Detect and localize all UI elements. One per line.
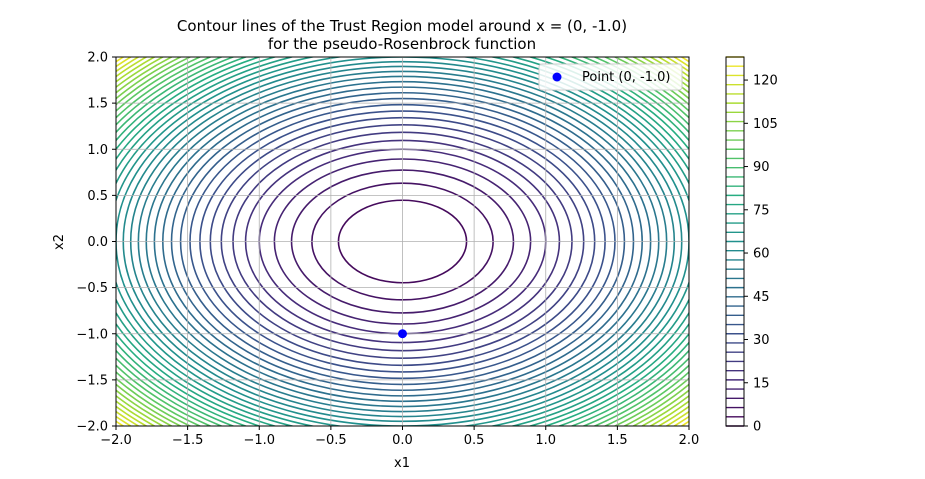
colorbar-tick-label-4: 60	[753, 247, 770, 262]
colorbar-tick-label-8: 120	[753, 74, 778, 89]
colorbar-tick-label-1: 15	[753, 376, 770, 391]
x-axis-label: x1	[394, 456, 410, 471]
legend-marker	[552, 72, 562, 82]
x-axis: −2.0 −1.5 −1.0 −0.5 0.0 0.5 1.0 1.5 2.0	[100, 426, 699, 448]
y-axis-label: x2	[52, 234, 67, 250]
legend-entry-point: Point (0, -1.0)	[582, 70, 670, 85]
x-tick-label-3: −0.5	[315, 433, 347, 448]
colorbar-tick-label-0: 0	[753, 420, 761, 435]
chart-title-group: Contour lines of the Trust Region model …	[177, 17, 627, 53]
x-tick-label-4: 0.0	[392, 433, 413, 448]
colorbar-tick-label-6: 90	[753, 160, 770, 175]
colorbar: 0 15 30 45 60 75 90 105 120	[725, 56, 778, 435]
legend: Point (0, -1.0)	[538, 63, 683, 91]
y-axis: −2.0 −1.5 −1.0 −0.5 0.0 0.5 1.0 1.5 2.0	[76, 51, 116, 435]
y-tick-label-4: 0.0	[87, 235, 108, 250]
y-tick-label-2: −1.0	[76, 327, 108, 342]
colorbar-tick-label-3: 45	[753, 290, 770, 305]
colorbar-tick-label-7: 105	[753, 117, 778, 132]
y-tick-label-0: −2.0	[76, 420, 108, 435]
x-tick-label-5: 0.5	[464, 433, 485, 448]
chart-title: Contour lines of the Trust Region model …	[177, 17, 627, 35]
grid-lines	[116, 57, 689, 426]
y-tick-label-6: 1.0	[87, 143, 108, 158]
y-tick-label-3: −0.5	[76, 281, 108, 296]
y-tick-label-7: 1.5	[87, 97, 108, 112]
x-tick-label-1: −1.5	[172, 433, 204, 448]
x-tick-label-6: 1.0	[535, 433, 556, 448]
chart-subtitle: for the pseudo-Rosenbrock function	[268, 35, 536, 53]
colorbar-frame	[725, 56, 745, 427]
x-tick-label-2: −1.0	[243, 433, 275, 448]
scatter-layer	[398, 329, 407, 339]
y-tick-label-5: 0.5	[87, 189, 108, 204]
x-tick-label-7: 1.5	[607, 433, 628, 448]
y-tick-label-1: −1.5	[76, 373, 108, 388]
scatter-point	[398, 329, 407, 339]
x-tick-label-0: −2.0	[100, 433, 132, 448]
legend-box	[538, 63, 683, 91]
y-tick-label-8: 2.0	[87, 51, 108, 66]
colorbar-tick-label-2: 30	[753, 333, 770, 348]
colorbar-tick-label-5: 75	[753, 203, 770, 218]
x-tick-label-8: 2.0	[679, 433, 700, 448]
